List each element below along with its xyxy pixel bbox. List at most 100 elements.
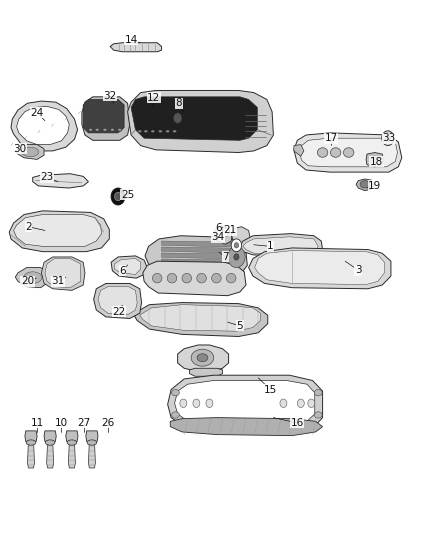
Polygon shape [135,103,179,133]
Text: 7: 7 [222,252,229,262]
Text: 6: 6 [119,266,126,276]
Polygon shape [162,265,232,271]
Text: 12: 12 [147,93,160,103]
Polygon shape [115,259,141,274]
Polygon shape [215,227,232,244]
Text: 2: 2 [25,222,32,232]
Ellipse shape [172,412,180,418]
Polygon shape [131,97,257,140]
Text: 23: 23 [40,172,54,182]
Circle shape [231,239,242,252]
Polygon shape [15,144,44,159]
Polygon shape [15,268,48,288]
Ellipse shape [182,273,191,283]
Ellipse shape [151,130,155,133]
Polygon shape [11,101,78,151]
Polygon shape [33,174,88,188]
Text: 1: 1 [267,241,274,252]
Polygon shape [294,133,402,172]
Polygon shape [66,431,78,441]
Polygon shape [9,211,110,252]
Ellipse shape [197,354,208,362]
Ellipse shape [152,273,162,283]
Circle shape [115,192,121,201]
Ellipse shape [173,130,177,133]
Ellipse shape [314,412,322,418]
Text: 11: 11 [31,418,44,428]
Ellipse shape [24,272,42,284]
Ellipse shape [117,128,122,131]
Ellipse shape [330,148,341,157]
Polygon shape [68,442,75,468]
Polygon shape [42,257,85,290]
Text: 31: 31 [51,276,64,286]
Polygon shape [45,259,81,288]
Ellipse shape [172,390,180,396]
Text: 30: 30 [13,144,26,154]
Circle shape [382,131,394,146]
Polygon shape [178,345,229,372]
Polygon shape [145,236,247,277]
Ellipse shape [95,128,99,131]
Ellipse shape [166,130,170,133]
Ellipse shape [343,148,354,157]
Polygon shape [28,442,35,468]
Ellipse shape [371,156,379,163]
Text: 21: 21 [223,225,237,236]
Polygon shape [83,100,124,133]
Polygon shape [98,287,137,314]
Text: 33: 33 [382,133,396,143]
Polygon shape [140,305,260,331]
Polygon shape [168,375,322,432]
Circle shape [228,246,245,268]
Ellipse shape [26,440,36,445]
Text: 20: 20 [21,276,34,286]
Text: 8: 8 [176,98,182,108]
Ellipse shape [46,440,55,445]
Polygon shape [356,179,374,191]
Ellipse shape [197,273,206,283]
Ellipse shape [87,440,97,445]
Text: 10: 10 [55,418,68,428]
Polygon shape [366,152,384,167]
Circle shape [180,399,187,408]
Polygon shape [143,261,246,296]
Polygon shape [170,418,322,435]
Ellipse shape [103,128,107,131]
Polygon shape [294,144,304,156]
Polygon shape [134,303,268,336]
Ellipse shape [318,148,328,157]
Polygon shape [44,431,56,441]
Text: 3: 3 [355,265,362,275]
Ellipse shape [314,390,322,396]
Ellipse shape [88,128,93,131]
Circle shape [234,243,239,248]
Text: 34: 34 [212,232,225,243]
Polygon shape [231,227,251,246]
Circle shape [308,399,315,408]
Text: 17: 17 [325,133,338,143]
Polygon shape [249,248,391,289]
Circle shape [280,399,287,408]
Text: 19: 19 [368,181,381,191]
Polygon shape [175,381,315,425]
Polygon shape [189,368,223,376]
Ellipse shape [110,128,115,131]
Polygon shape [86,431,98,441]
Polygon shape [162,241,232,247]
Ellipse shape [21,147,39,157]
Polygon shape [17,107,69,144]
Ellipse shape [360,181,370,188]
Circle shape [111,188,125,205]
Polygon shape [162,253,232,259]
Ellipse shape [191,349,214,366]
Polygon shape [300,138,397,167]
Polygon shape [82,97,130,140]
Polygon shape [243,237,318,255]
Text: 22: 22 [112,306,126,317]
Text: 16: 16 [291,418,304,428]
Text: 26: 26 [101,418,115,428]
Polygon shape [47,442,53,468]
Circle shape [193,399,200,408]
Circle shape [234,254,239,260]
